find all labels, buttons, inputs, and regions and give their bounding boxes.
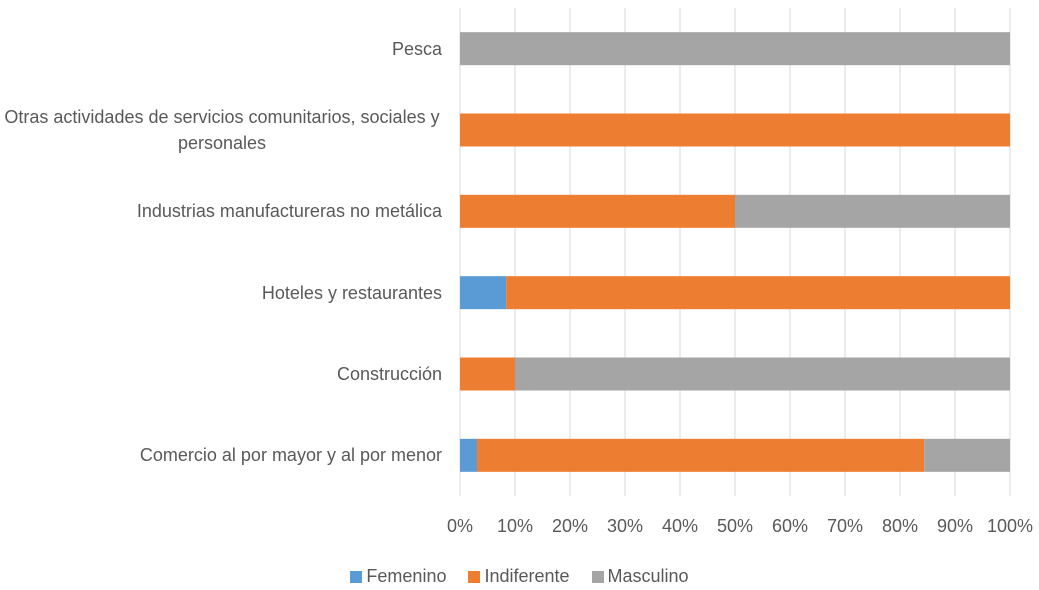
x-tick-label: 30% (607, 516, 643, 536)
bar-segment (460, 113, 1010, 147)
bar-segment (460, 32, 1010, 66)
x-tick-label: 100% (987, 516, 1033, 536)
category-label: Otras actividades de servicios comunitar… (4, 107, 440, 153)
legend-item: Masculino (591, 566, 689, 587)
bar-segment (515, 357, 1010, 391)
x-tick-label: 70% (827, 516, 863, 536)
x-tick-label: 80% (882, 516, 918, 536)
category-label: Industrias manufactureras no metálica (136, 201, 442, 222)
legend-label: Indiferente (484, 566, 570, 586)
legend-item: Indiferente (468, 566, 570, 587)
bar-segment (924, 438, 1010, 472)
legend-label: Femenino (366, 566, 447, 586)
bar-segment (477, 438, 925, 472)
chart: 0% 10% 20% 30% 40% 50% 60% 70% 80% 90% 100% (447, 8, 1033, 536)
legend-item: Femenino (350, 566, 446, 587)
category-label: Pesca (391, 38, 442, 59)
category-label: Hoteles y restaurantes (261, 282, 442, 303)
legend-swatch (350, 570, 363, 583)
x-tick-label: 20% (552, 516, 588, 536)
x-tick-label: 40% (662, 516, 698, 536)
x-tick-label: 60% (772, 516, 808, 536)
x-tick-label: 50% (717, 516, 753, 536)
category-label: Construcción (336, 364, 442, 384)
legend-label: Masculino (607, 566, 689, 586)
x-tick-label: 10% (497, 516, 533, 536)
bar-segment (460, 194, 735, 228)
x-tick-label: 0% (447, 516, 473, 536)
bar-segment (735, 194, 1010, 228)
bar-segment (460, 357, 515, 391)
category-label: Comercio al por mayor y al por menor (139, 445, 442, 466)
legend-swatch (591, 570, 604, 583)
x-tick-label: 90% (937, 516, 973, 536)
legend: Femenino Indiferente Masculino (0, 566, 1039, 587)
bar-segment (506, 276, 1010, 310)
bar-segment (460, 438, 478, 472)
bar-segment (460, 276, 507, 310)
legend-swatch (468, 570, 481, 583)
